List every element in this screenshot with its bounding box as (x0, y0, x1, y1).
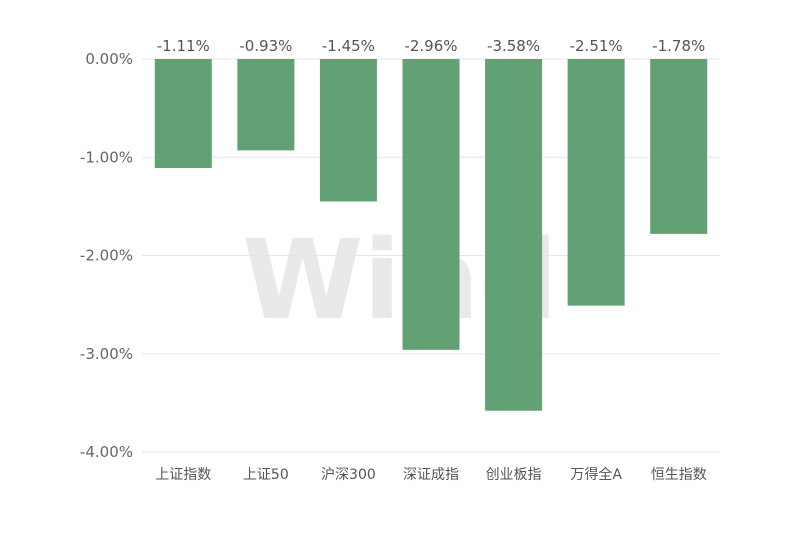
x-tick-label: 创业板指 (486, 467, 542, 483)
x-tick-label: 万得全A (570, 466, 622, 483)
bar (567, 59, 625, 306)
y-tick-label: -1.00% (80, 148, 133, 166)
x-tick-label: 恒生指数 (651, 467, 707, 483)
data-label: -1.78% (652, 37, 705, 55)
bar (402, 59, 460, 350)
x-tick-label: 上证指数 (155, 467, 211, 483)
data-label: -2.51% (570, 37, 623, 55)
x-tick-label: 上证50 (243, 467, 289, 483)
y-tick-label: -3.00% (80, 345, 133, 363)
data-label: -1.11% (157, 37, 210, 55)
x-axis: 上证指数 上证50 沪深300 深证成指 创业板指 万得全A 恒生指数 (155, 466, 706, 483)
data-label: -2.96% (404, 37, 457, 55)
data-label: -1.45% (322, 37, 375, 55)
y-tick-label: -2.00% (80, 247, 133, 265)
bar (319, 59, 377, 202)
bar (650, 59, 708, 234)
bars (154, 59, 708, 411)
x-tick-label: 深证成指 (403, 467, 459, 483)
y-axis: 0.00% -1.00% -2.00% -3.00% -4.00% (80, 50, 133, 461)
data-label: -3.58% (487, 37, 540, 55)
data-label: -0.93% (239, 37, 292, 55)
bar (154, 59, 212, 169)
y-tick-label: -4.00% (80, 443, 133, 461)
data-labels: -1.11% -0.93% -1.45% -2.96% -3.58% -2.51% -1.7… (157, 37, 706, 55)
y-tick-label: 0.00% (85, 50, 133, 68)
x-tick-label: 沪深300 (321, 467, 376, 483)
bar (485, 59, 543, 411)
bar (237, 59, 295, 151)
